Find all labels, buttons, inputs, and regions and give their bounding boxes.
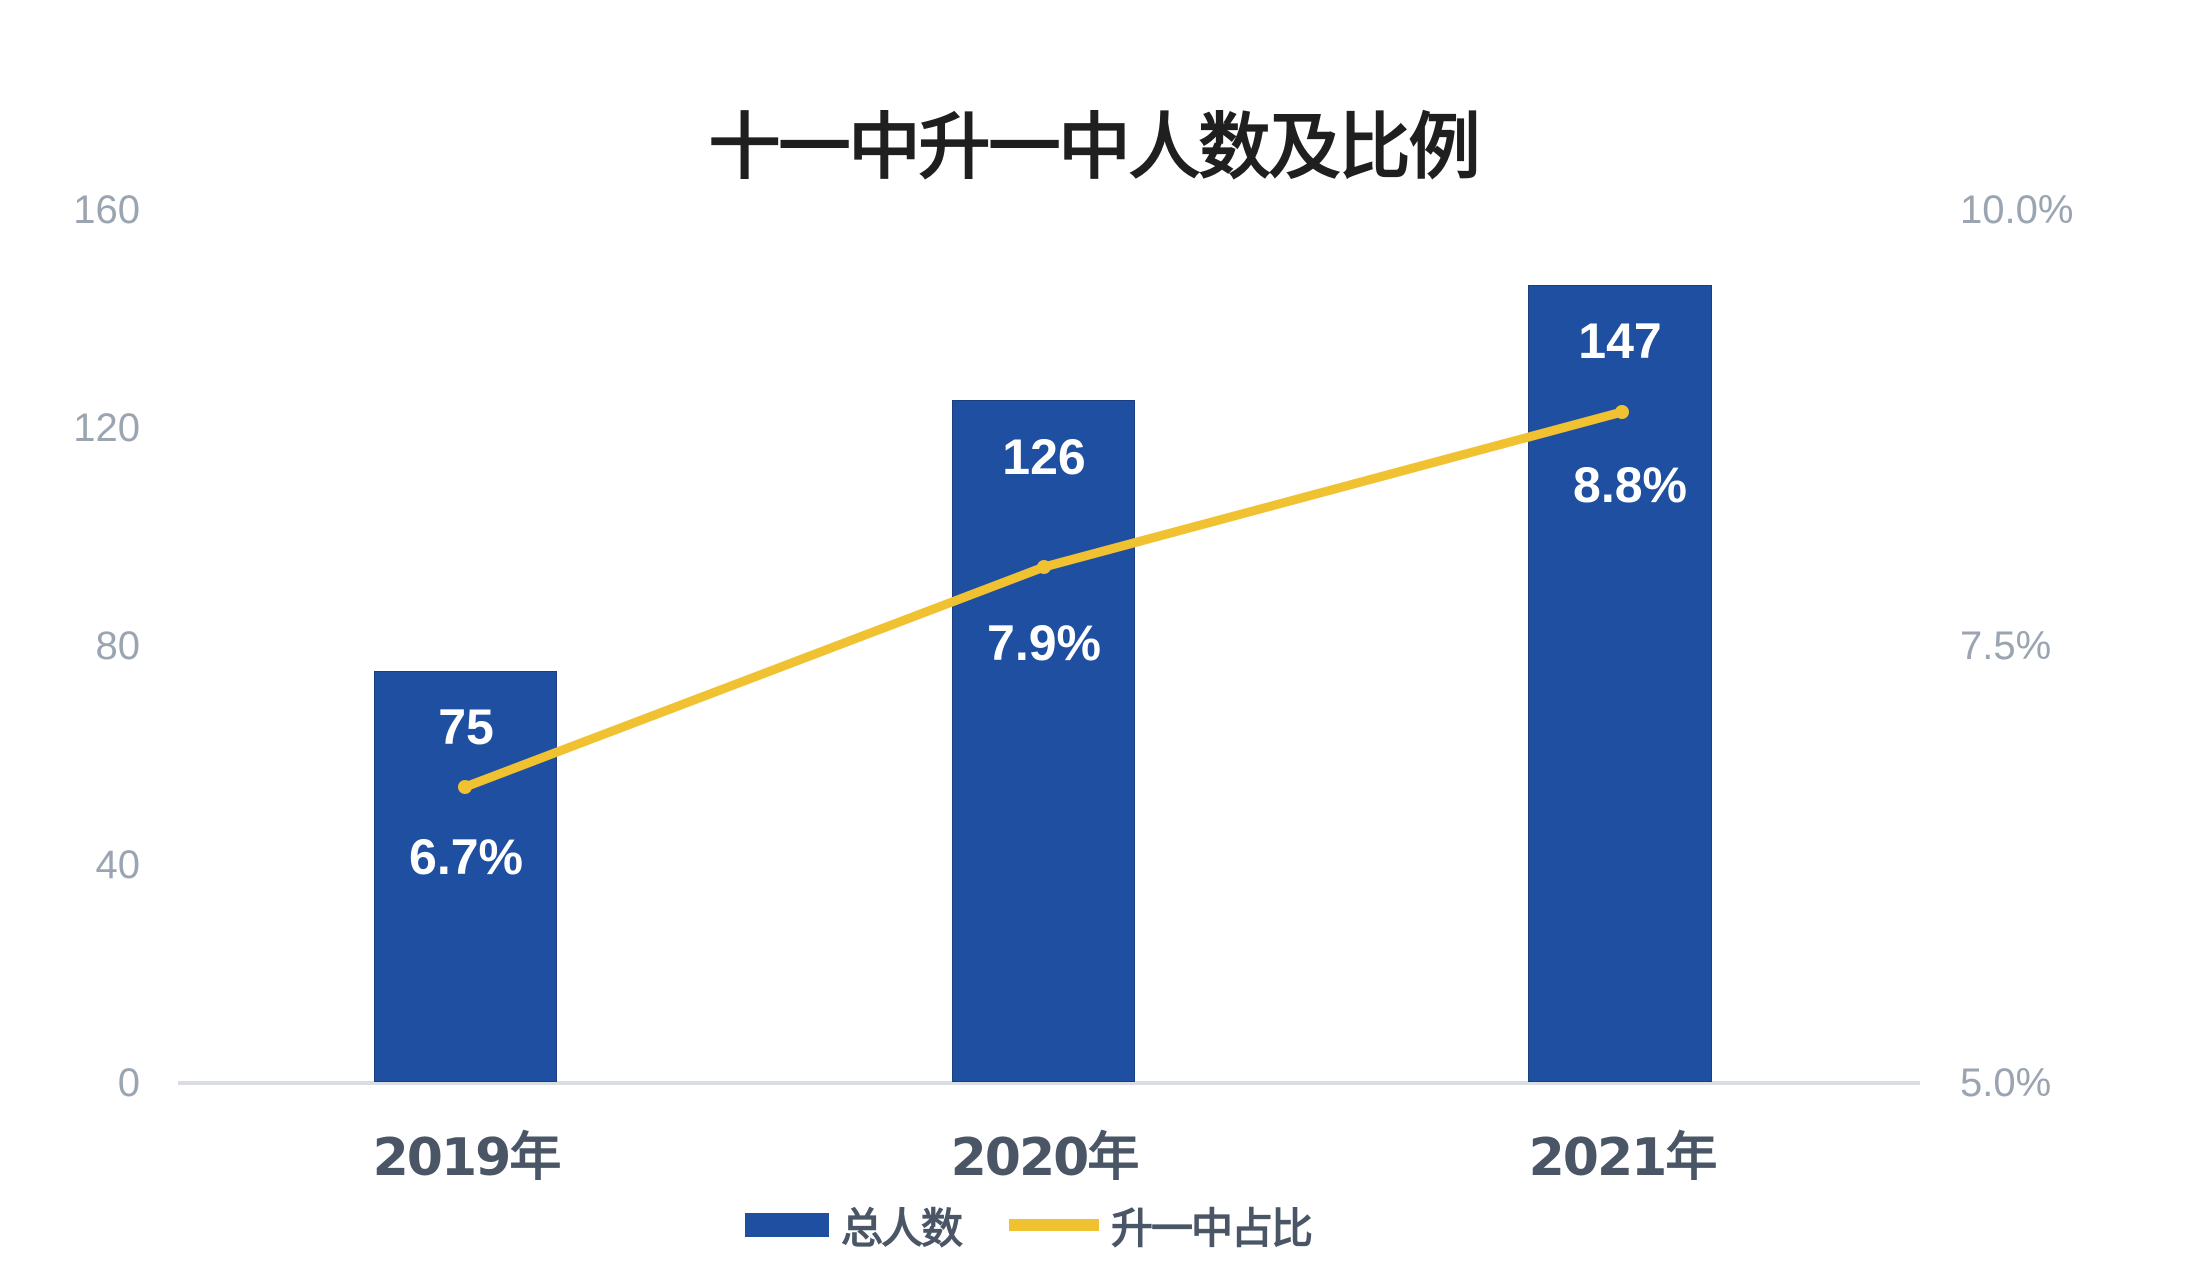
x-tick: 2020年 xyxy=(950,1128,1140,1188)
y-left-tick: 0 xyxy=(117,1061,140,1105)
y-right-tick: 10.0% xyxy=(1960,188,2074,232)
legend-label: 升一中占比 xyxy=(1111,1203,1313,1253)
line-value-label: 8.8% xyxy=(1573,457,1687,513)
bar-2019 xyxy=(374,671,557,1082)
x-tick: 2019年 xyxy=(372,1128,562,1188)
y-left-tick: 80 xyxy=(95,624,141,668)
y-right-tick: 7.5% xyxy=(1960,624,2052,668)
bar-swatch-icon xyxy=(745,1213,829,1237)
bar-value-label: 147 xyxy=(1578,313,1662,369)
x-tick: 2021年 xyxy=(1528,1128,1718,1188)
x-axis-baseline xyxy=(178,1081,1920,1085)
chart-title: 十一中升一中人数及比例 xyxy=(708,105,1480,189)
line-swatch-icon xyxy=(1009,1219,1100,1231)
legend: 总人数 升一中占比 xyxy=(745,1200,1359,1253)
y-left-tick: 120 xyxy=(73,406,140,450)
bar-value-label: 75 xyxy=(438,699,494,755)
legend-item-total[interactable]: 总人数 xyxy=(745,1195,963,1256)
legend-item-ratio[interactable]: 升一中占比 xyxy=(1009,1195,1313,1256)
bar-2020 xyxy=(952,400,1135,1082)
y-right-tick: 5.0% xyxy=(1960,1061,2052,1105)
line-value-label: 6.7% xyxy=(409,829,523,885)
y-left-tick: 160 xyxy=(73,188,140,232)
legend-label: 总人数 xyxy=(841,1203,963,1253)
line-value-label: 7.9% xyxy=(987,615,1101,671)
line-point-marker xyxy=(1615,405,1629,419)
bar-value-label: 126 xyxy=(1002,429,1086,485)
line-point-marker xyxy=(458,780,472,794)
line-point-marker xyxy=(1037,560,1051,574)
y-left-tick: 40 xyxy=(95,843,141,887)
